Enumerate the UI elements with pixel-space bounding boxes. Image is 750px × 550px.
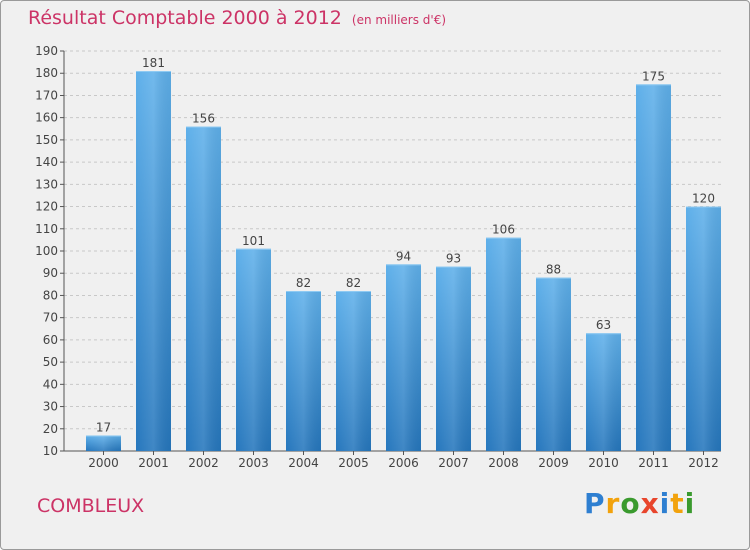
x-tick-label: 2010 — [588, 456, 619, 470]
value-label: 94 — [396, 249, 411, 263]
x-tick-label: 2001 — [138, 456, 169, 470]
bar-shade-2003 — [236, 248, 271, 451]
value-label: 93 — [446, 252, 461, 266]
value-label: 175 — [642, 69, 665, 83]
y-tick-label: 110 — [35, 222, 58, 236]
bar-shade-2007 — [436, 266, 471, 451]
y-tick-label: 190 — [35, 44, 58, 58]
bar-shade-2000 — [86, 435, 121, 451]
value-label: 181 — [142, 56, 165, 70]
value-label: 88 — [546, 263, 561, 277]
bar-shade-2009 — [536, 277, 571, 451]
y-tick-label: 150 — [35, 133, 58, 147]
y-tick-label: 140 — [35, 155, 58, 169]
x-tick-label: 2006 — [388, 456, 419, 470]
bar-shade-2004 — [286, 291, 321, 451]
value-label: 106 — [492, 223, 515, 237]
value-label: 101 — [242, 234, 265, 248]
y-tick-label: 80 — [43, 288, 58, 302]
y-tick-label: 60 — [43, 333, 58, 347]
logo-letter: r — [605, 487, 621, 520]
y-tick-label: 20 — [43, 422, 58, 436]
y-tick-label: 100 — [35, 244, 58, 258]
x-tick-label: 2009 — [538, 456, 569, 470]
y-tick-label: 170 — [35, 88, 58, 102]
y-tick-label: 50 — [43, 355, 58, 369]
y-tick-label: 10 — [43, 444, 58, 458]
city-name: COMBLEUX — [37, 495, 145, 517]
value-label: 82 — [296, 276, 311, 290]
proxiti-logo[interactable]: Proxiti — [584, 487, 695, 520]
y-tick-label: 120 — [35, 200, 58, 214]
logo-letter: x — [640, 487, 660, 520]
x-tick-label: 2002 — [188, 456, 219, 470]
x-tick-label: 2000 — [88, 456, 119, 470]
logo-letter: P — [584, 487, 606, 520]
value-labels: 17 181 156 101 82 82 94 93 106 88 63 175 120 — [96, 56, 715, 434]
bar-shade-2012 — [686, 206, 721, 451]
y-tick-label: 130 — [35, 177, 58, 191]
bar-shade-2008 — [486, 237, 521, 451]
y-tick-label: 160 — [35, 111, 58, 125]
y-tick-label: 180 — [35, 66, 58, 80]
logo-letter: i — [684, 487, 696, 520]
logo-letter: t — [670, 487, 685, 520]
x-tick-label: 2007 — [438, 456, 469, 470]
y-tick-label: 90 — [43, 266, 58, 280]
x-tick-label: 2005 — [338, 456, 369, 470]
bar-shade-2001 — [136, 71, 171, 451]
x-tick-label: 2011 — [638, 456, 669, 470]
x-tick-label: 2012 — [688, 456, 719, 470]
bar-shade-2011 — [636, 84, 671, 451]
chart-subtitle: (en milliers d'€) — [351, 13, 447, 27]
bar-shade-2010 — [586, 333, 621, 451]
bar-shade-2006 — [386, 264, 421, 451]
value-label: 156 — [192, 112, 215, 126]
value-label: 63 — [596, 318, 611, 332]
x-tick-label: 2004 — [288, 456, 319, 470]
chart-title-text: Résultat Comptable 2000 à 2012 — [28, 7, 342, 29]
chart-title: Résultat Comptable 2000 à 2012 (en millie… — [28, 7, 446, 29]
y-tick-label: 30 — [43, 400, 58, 414]
axes: 10 20 30 40 50 60 70 80 90 100 110 120 130 140 150 160 1… — [35, 44, 721, 470]
x-tick-label: 2008 — [488, 456, 519, 470]
value-label: 120 — [692, 192, 715, 206]
bar-shade-2005 — [336, 291, 371, 451]
y-tick-label: 40 — [43, 377, 58, 391]
x-tick-label: 2003 — [238, 456, 269, 470]
bars — [86, 71, 721, 452]
bar-shade-2002 — [186, 126, 221, 452]
value-label: 82 — [346, 276, 361, 290]
logo-letter: i — [659, 487, 671, 520]
logo-letter: o — [620, 487, 641, 520]
value-label: 17 — [96, 420, 111, 434]
y-tick-label: 70 — [43, 311, 58, 325]
